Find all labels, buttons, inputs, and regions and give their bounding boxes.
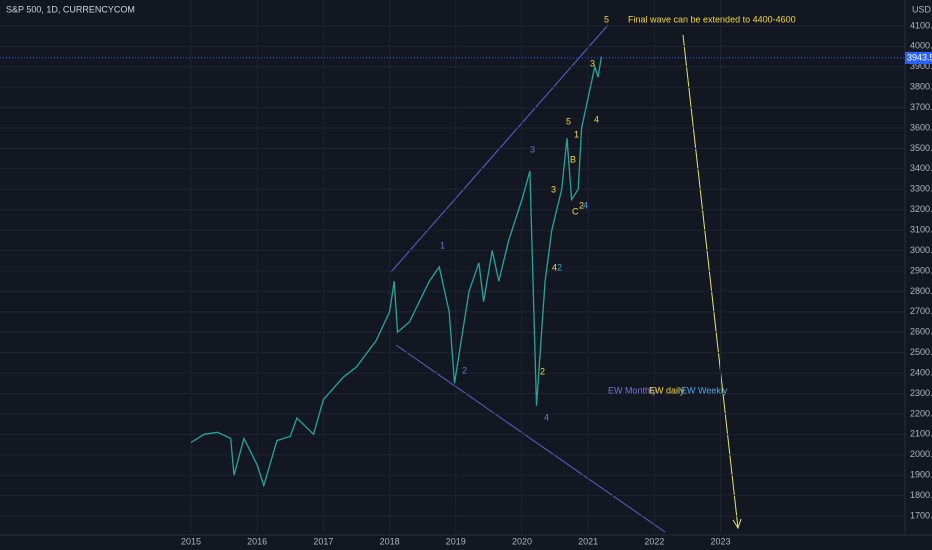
chart-title: S&P 500, 1D, CURRENCYCOM [6,4,135,14]
last-price-tag [905,51,932,64]
annotation: 1 [440,240,445,250]
annotation: 2 [462,365,467,375]
y-tick-label: 4100.0 [910,20,932,30]
x-tick-label: 2022 [644,536,664,546]
annotation: 2 [557,262,562,272]
last-price-label: 3943.5 [907,52,932,62]
y-tick-label: 2000.0 [910,449,932,459]
x-tick-label: 2019 [446,536,466,546]
x-tick-label: 2017 [313,536,333,546]
x-tick-label: 2020 [512,536,532,546]
annotation: EW Monthly [608,385,657,395]
y-tick-label: 2800.0 [910,286,932,296]
y-unit: USD [912,4,932,14]
annotation: 2 [540,366,545,376]
x-tick-label: 2021 [578,536,598,546]
y-tick-label: 3200.0 [910,204,932,214]
annotation: 4 [594,114,599,124]
y-tick-label: 2700.0 [910,306,932,316]
projection-arrow [682,34,739,529]
annotation: 1 [574,129,579,139]
y-tick-label: 3400.0 [910,163,932,173]
annotation: B [570,154,576,164]
y-tick-label: 2500.0 [910,347,932,357]
x-tick-label: 2023 [711,536,731,546]
annotation: 4 [544,412,549,422]
y-tick-label: 2600.0 [910,327,932,337]
y-tick-label: 3000.0 [910,245,932,255]
y-tick-label: 3700.0 [910,102,932,112]
annotation: 5 [604,14,609,24]
annotation: 3 [551,184,556,194]
y-tick-label: 1800.0 [910,490,932,500]
arrow-head [732,518,742,530]
annotation: EW daily [649,385,685,395]
y-tick-label: 3900.0 [910,61,932,71]
price-line [190,56,603,488]
annotation: 3 [530,144,535,154]
y-tick-label: 3500.0 [910,143,932,153]
annotation: C [572,206,579,216]
x-tick-label: 2016 [247,536,267,546]
y-tick-label: 2300.0 [910,388,932,398]
x-tick-label: 2018 [380,536,400,546]
y-tick-label: 3100.0 [910,225,932,235]
x-tick-label: 2015 [181,536,201,546]
annotation: Final wave can be extended to 4400-4600 [628,14,796,24]
y-tick-label: 3600.0 [910,122,932,132]
y-tick-label: 3800.0 [910,82,932,92]
annotation: EW Weekly [681,385,728,395]
annotation: 2 [579,200,584,210]
y-tick-label: 2400.0 [910,367,932,377]
y-tick-label: 1900.0 [910,470,932,480]
y-tick-label: 4000.0 [910,41,932,51]
annotation: 4 [583,200,588,210]
y-tick-label: 1700.0 [910,510,932,520]
y-tick-label: 2200.0 [910,408,932,418]
y-tick-label: 2900.0 [910,265,932,275]
annotation: 4 [552,262,557,272]
y-tick-label: 3300.0 [910,184,932,194]
y-tick-label: 2100.0 [910,429,932,439]
annotation: 3 [590,58,595,68]
annotation: 5 [566,116,571,126]
lower-trendline [395,344,666,533]
